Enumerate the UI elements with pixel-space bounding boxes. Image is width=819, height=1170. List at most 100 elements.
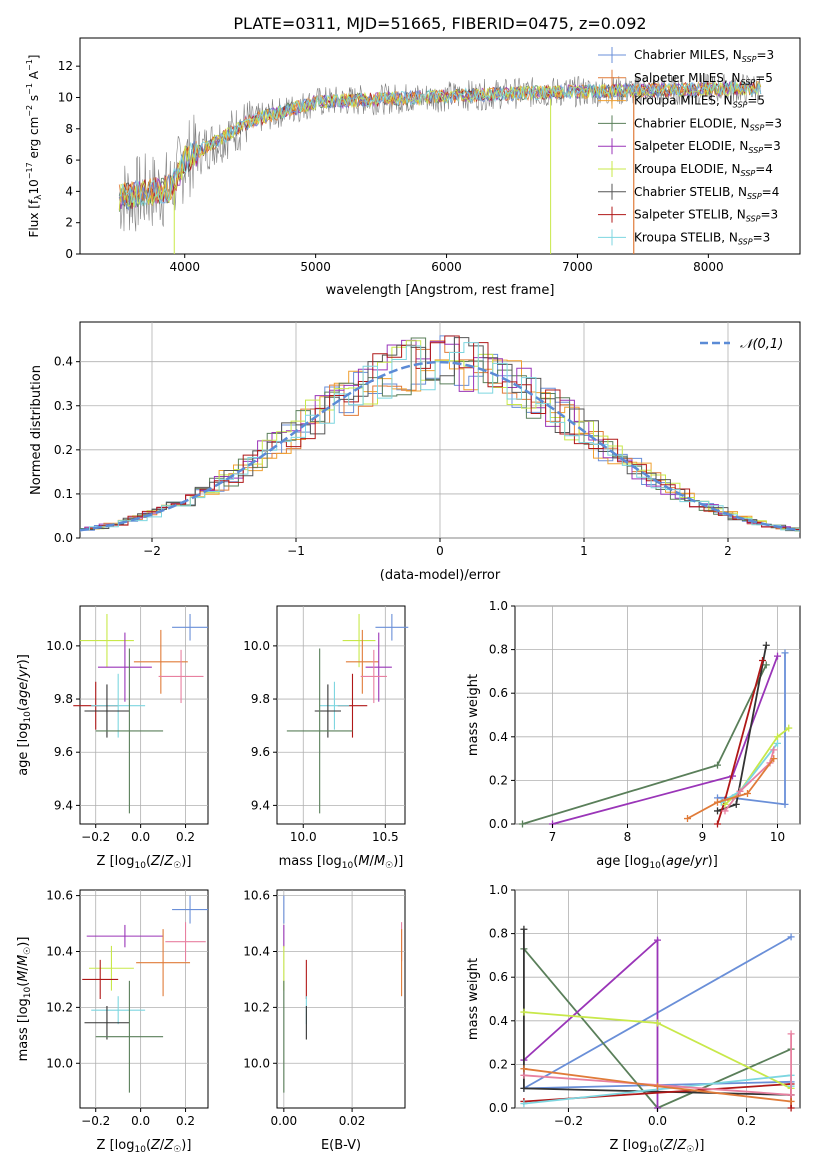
y-tick-label: 10.0 xyxy=(46,1056,73,1070)
panel-z-age: −0.2 0.0 0.29.49.69.810.0 Z [log10(Z/Z☉)] … xyxy=(16,605,209,871)
y-axis-label: age [log10(age/yr)] xyxy=(16,654,33,776)
x-tick-label: 10.5 xyxy=(372,830,399,844)
x-tick-label: −0.2 xyxy=(81,830,110,844)
plus-marker xyxy=(519,820,526,828)
y-axis-label: mass weight xyxy=(466,674,481,756)
axis-ticks: −0.2 0.0 0.2 10.0 10.2 10.4 10.6 xyxy=(46,889,195,1128)
axes-frame xyxy=(79,37,801,255)
spectrum-lines xyxy=(118,73,762,254)
plus-marker xyxy=(762,641,770,649)
plus-marker xyxy=(520,1008,528,1016)
plus-marker xyxy=(774,733,781,741)
plus-marker xyxy=(787,933,795,941)
error-bar-point xyxy=(95,980,164,1093)
plus-marker xyxy=(774,652,781,660)
y-tick-label: 0 xyxy=(65,247,73,261)
x-tick-label: 6000 xyxy=(431,260,462,274)
plot-area xyxy=(73,606,208,824)
error-bar-point xyxy=(80,613,134,668)
plus-marker xyxy=(721,807,729,815)
x-tick-label: −0.2 xyxy=(81,1114,110,1128)
axes-frame xyxy=(79,889,209,1109)
x-tick-label: 9 xyxy=(699,830,707,844)
error-bar-point xyxy=(319,681,350,730)
x-tick-label: 0 xyxy=(436,544,444,558)
error-bar-point xyxy=(314,684,341,738)
x-axis-label: (data-model)/error xyxy=(380,568,501,583)
y-tick-label: 10.2 xyxy=(243,1000,270,1014)
error-bar-point xyxy=(158,649,204,704)
axis-ticks: 7 8 9 10 0.0 0.2 0.4 0.6 0.8 1.0 xyxy=(489,599,785,844)
legend-label: Kroupa MILES, NSSP=5 xyxy=(634,94,765,110)
plus-marker xyxy=(762,661,770,669)
y-tick-label: 9.4 xyxy=(54,798,73,812)
y-tick-label: 0.1 xyxy=(54,487,73,501)
axis-ticks: 10.0 10.5 9.4 9.6 9.8 10.0 xyxy=(243,639,398,844)
y-tick-label: 1.0 xyxy=(489,883,508,897)
x-tick-label: 10 xyxy=(770,830,785,844)
y-tick-label: 10.6 xyxy=(243,889,270,903)
x-axis-label: Z [log10(Z/Z☉)] xyxy=(97,854,192,871)
legend-label: 𝒩(0,1) xyxy=(740,337,783,352)
axes-frame xyxy=(276,889,406,1109)
y-tick-label: 8 xyxy=(65,122,73,136)
x-tick-label: −0.2 xyxy=(554,1114,583,1128)
chart-title: PLATE=0311, MJD=51665, FIBERID=0475, z=0… xyxy=(233,14,646,33)
error-bar-point xyxy=(88,945,134,991)
y-tick-label: 0.0 xyxy=(489,1101,508,1115)
y-tick-label: 10.4 xyxy=(243,944,270,958)
plus-marker xyxy=(785,724,793,732)
x-tick-label: 0.02 xyxy=(339,1114,366,1128)
series-line xyxy=(687,758,775,820)
series-line xyxy=(717,645,768,812)
histogram-step xyxy=(80,337,800,533)
gaussian-curve xyxy=(80,360,800,532)
x-axis-label: E(B-V) xyxy=(321,1138,361,1153)
weight-series xyxy=(520,1030,795,1099)
y-axis-label: mass weight xyxy=(466,958,481,1040)
plus-marker xyxy=(744,789,751,797)
plus-marker xyxy=(654,936,661,944)
x-tick-label: 0.0 xyxy=(648,1114,667,1128)
plus-marker xyxy=(787,1091,795,1099)
plus-marker xyxy=(759,657,766,664)
y-tick-label: 0.2 xyxy=(489,773,508,787)
y-tick-label: 2 xyxy=(65,216,73,230)
x-axis-label: mass [log10(M/M☉)] xyxy=(279,854,404,871)
y-tick-label: 0.8 xyxy=(489,643,508,657)
error-bar-point xyxy=(97,632,152,702)
y-tick-label: 10 xyxy=(58,90,73,104)
x-axis-label: Z [log10(Z/Z☉)] xyxy=(610,1138,705,1155)
plot-area xyxy=(277,606,409,824)
y-tick-label: 10.4 xyxy=(46,944,73,958)
x-tick-label: 8 xyxy=(624,830,632,844)
error-bar-point xyxy=(86,924,164,948)
axis-ticks: −0.2 0.0 0.2 0.0 0.2 0.4 0.6 0.8 1.0 xyxy=(489,883,756,1128)
legend-label: Kroupa STELIB, NSSP=3 xyxy=(634,230,770,246)
legend-label: Chabrier MILES, NSSP=3 xyxy=(634,48,774,64)
plus-marker xyxy=(684,815,691,823)
error-bar-point xyxy=(172,895,208,924)
axes-frame xyxy=(276,605,406,825)
plus-marker xyxy=(520,1100,528,1108)
plus-marker xyxy=(714,820,721,828)
axis-ticks: 0.00 0.02 10.0 10.2 10.4 10.6 xyxy=(243,889,365,1128)
axes-frame xyxy=(514,605,801,825)
panel-age-weight: 7 8 9 10 0.0 0.2 0.4 0.6 0.8 1.0 age [log10(age/y… xyxy=(466,599,801,871)
panel-ebv-mass: 0.00 0.02 10.0 10.2 10.4 10.6 E(B-V) xyxy=(243,889,406,1153)
error-bar-point xyxy=(84,1005,130,1040)
x-tick-label: −2 xyxy=(143,544,161,558)
legend-label: Chabrier ELODIE, NSSP=3 xyxy=(634,116,782,132)
plus-marker xyxy=(654,1082,661,1090)
axis-ticks: −2 −1 0 1 2 0.0 0.1 0.2 0.3 0.4 xyxy=(54,355,732,558)
x-tick-label: 1 xyxy=(580,544,588,558)
axis-ticks: 4000 5000 6000 7000 8000 0 2 4 6 8 10 12 xyxy=(58,59,724,274)
plus-marker xyxy=(736,787,744,795)
x-tick-label: 4000 xyxy=(169,260,200,274)
weight-series xyxy=(520,1065,795,1105)
y-tick-label: 12 xyxy=(58,59,73,73)
plus-marker xyxy=(714,807,721,815)
plus-marker xyxy=(732,800,740,808)
error-bar-point xyxy=(133,629,188,694)
y-tick-label: 10.0 xyxy=(243,639,270,653)
